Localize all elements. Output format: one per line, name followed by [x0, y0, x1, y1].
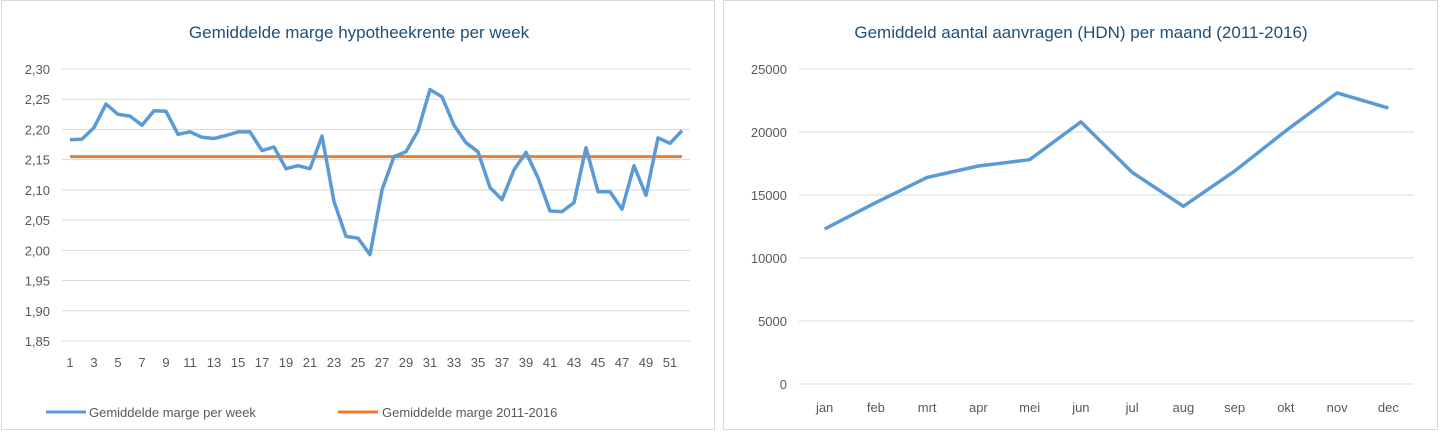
y-tick-label: 5000 [758, 314, 787, 329]
x-tick-label: 21 [303, 355, 317, 370]
y-tick-label: 1,90 [25, 304, 50, 319]
x-tick-label: 7 [138, 355, 145, 370]
x-tick-label: sep [1224, 400, 1245, 415]
y-tick-label: 2,15 [25, 153, 50, 168]
x-tick-label: apr [969, 400, 988, 415]
chart-panel-monthly-requests: Gemiddeld aantal aanvragen (HDN) per maa… [723, 0, 1438, 430]
x-tick-label: mei [1019, 400, 1040, 415]
x-tick-label: jun [1071, 400, 1089, 415]
x-tick-label: 33 [447, 355, 461, 370]
chart-title: Gemiddelde marge hypotheekrente per week [189, 23, 530, 42]
x-tick-label: nov [1327, 400, 1348, 415]
x-tick-label: dec [1378, 400, 1399, 415]
x-tick-label: 37 [495, 355, 509, 370]
y-tick-label: 2,05 [25, 213, 50, 228]
y-tick-label: 2,10 [25, 183, 50, 198]
series-line-monthly-requests [823, 91, 1389, 231]
legend-label-weekly: Gemiddelde marge per week [89, 405, 256, 420]
y-tick-label: 1,95 [25, 274, 50, 289]
x-tick-label: 11 [183, 355, 197, 370]
x-tick-label: 41 [543, 355, 557, 370]
y-tick-label: 2,30 [25, 62, 50, 77]
x-tick-label: 19 [279, 355, 293, 370]
x-tick-label: 17 [255, 355, 269, 370]
x-tick-label: 5 [114, 355, 121, 370]
x-tick-label: 15 [231, 355, 245, 370]
y-tick-label: 20000 [751, 125, 787, 140]
legend: Gemiddelde marge per week Gemiddelde mar… [46, 405, 557, 420]
x-tick-label: 39 [519, 355, 533, 370]
y-tick-label: 2,20 [25, 122, 50, 137]
x-tick-label: 23 [327, 355, 341, 370]
x-tick-label: 13 [207, 355, 221, 370]
y-tick-label: 2,25 [25, 92, 50, 107]
x-tick-label: 31 [423, 355, 437, 370]
x-tick-label: okt [1277, 400, 1295, 415]
x-tick-label: mrt [918, 400, 937, 415]
x-tick-label: 35 [471, 355, 485, 370]
y-tick-label: 0 [780, 377, 787, 392]
x-tick-label: 27 [375, 355, 389, 370]
x-tick-label: 3 [90, 355, 97, 370]
legend-label-average: Gemiddelde marge 2011-2016 [382, 405, 557, 420]
x-tick-label: jul [1125, 400, 1139, 415]
x-tick-label: 25 [351, 355, 365, 370]
series-line-weekly-margin [69, 87, 684, 257]
x-tick-label: aug [1173, 400, 1195, 415]
x-tick-label: 29 [399, 355, 413, 370]
x-tick-label: jan [815, 400, 833, 415]
x-tick-label: 45 [591, 355, 605, 370]
x-tick-label: 1 [66, 355, 73, 370]
y-tick-label: 2,00 [25, 243, 50, 258]
x-tick-label: 51 [663, 355, 677, 370]
x-tick-label: 49 [639, 355, 653, 370]
y-tick-label: 1,85 [25, 334, 50, 349]
y-tick-label: 25000 [751, 62, 787, 77]
chart-panel-weekly-margin: Gemiddelde marge hypotheekrente per week… [1, 0, 715, 430]
weekly-margin-chart: Gemiddelde marge hypotheekrente per week… [25, 23, 690, 420]
monthly-requests-chart: Gemiddeld aantal aanvragen (HDN) per maa… [751, 23, 1414, 415]
x-tick-label: feb [867, 400, 885, 415]
x-tick-label: 43 [567, 355, 581, 370]
y-tick-label: 10000 [751, 251, 787, 266]
x-tick-label: 9 [162, 355, 169, 370]
y-tick-label: 15000 [751, 188, 787, 203]
x-tick-label: 47 [615, 355, 629, 370]
chart-title: Gemiddeld aantal aanvragen (HDN) per maa… [854, 23, 1307, 42]
